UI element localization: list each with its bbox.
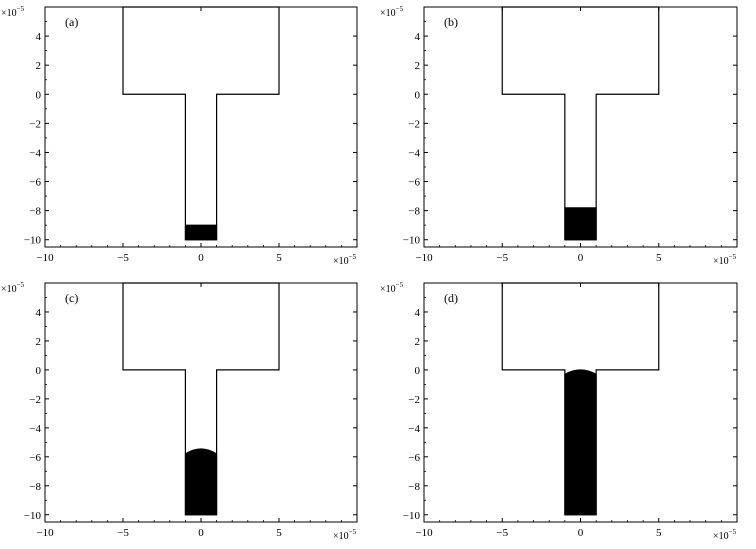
y-exponent-label: ×10−5 (380, 5, 404, 19)
x-tick-label: 5 (276, 252, 282, 264)
y-tick-label: −2 (29, 394, 41, 406)
y-tick-label: 4 (36, 307, 42, 319)
y-exponent-label: ×10−5 (1, 281, 25, 295)
y-tick-label: −8 (408, 481, 420, 493)
y-tick-label: −8 (29, 481, 41, 493)
x-tick-label: 0 (198, 252, 204, 264)
channel-outline (501, 6, 660, 241)
y-exponent-label: ×10−5 (1, 5, 25, 19)
fluid-fill (184, 224, 218, 241)
y-tick-label: −4 (408, 147, 420, 159)
y-tick-label: 0 (415, 89, 421, 101)
channel-outline (122, 6, 280, 241)
fluid-fill (564, 369, 597, 516)
x-tick-label: 5 (276, 527, 282, 539)
y-tick-label: 4 (36, 31, 42, 43)
y-tick-label: 2 (36, 60, 42, 72)
x-tick-label: 0 (578, 527, 584, 539)
y-tick-label: −10 (403, 235, 421, 247)
y-tick-label: −6 (29, 177, 41, 189)
y-tick-label: 0 (415, 365, 421, 377)
x-exponent-label: ×10−5 (713, 253, 737, 267)
fluid-fill (564, 207, 597, 241)
y-tick-label: 2 (415, 336, 421, 348)
y-tick-label: −4 (29, 147, 41, 159)
x-tick-label: 5 (656, 252, 662, 264)
y-tick-label: 2 (415, 60, 421, 72)
x-tick-label: −10 (36, 527, 54, 539)
y-tick-label: −6 (29, 452, 41, 464)
y-tick-label: 2 (36, 336, 42, 348)
y-tick-label: 4 (415, 31, 421, 43)
x-tick-label: −5 (496, 252, 508, 264)
y-tick-label: 4 (415, 307, 421, 319)
y-tick-label: −8 (408, 206, 420, 218)
x-tick-label: −10 (415, 252, 433, 264)
y-tick-label: −6 (408, 177, 420, 189)
y-tick-label: 0 (36, 89, 42, 101)
x-tick-label: −5 (496, 527, 508, 539)
panel-label: (b) (444, 15, 458, 29)
x-tick-label: −10 (415, 527, 433, 539)
x-tick-label: 5 (656, 527, 662, 539)
x-tick-label: −5 (117, 252, 129, 264)
panel-label: (d) (444, 291, 458, 305)
y-tick-label: −2 (408, 118, 420, 130)
panel-c: −10 −5 0 5 4 2 0 −2 −4 −6 −8 −10 (c) ×10−5 ×10−5 (1, 281, 358, 542)
fluid-fill (184, 448, 218, 516)
panel-label: (a) (65, 15, 78, 29)
y-tick-label: −2 (408, 394, 420, 406)
y-tick-label: −2 (29, 118, 41, 130)
panel-a: −10 −5 0 5 4 2 0 −2 −4 −6 −8 −10 (a) ×10−5 ×10−5 (1, 5, 358, 267)
x-tick-label: 0 (578, 252, 584, 264)
x-exponent-label: ×10−5 (333, 528, 357, 542)
y-tick-label: −4 (408, 423, 420, 435)
y-tick-label: −6 (408, 452, 420, 464)
x-tick-label: 0 (198, 527, 204, 539)
channel-outline (501, 282, 660, 516)
y-tick-label: −10 (403, 510, 421, 522)
y-tick-label: −8 (29, 206, 41, 218)
panel-b: −10 −5 0 5 4 2 0 −2 −4 −6 −8 −10 (b) ×10−5 ×10−5 (380, 5, 738, 267)
panel-d: −10 −5 0 5 4 2 0 −2 −4 −6 −8 −10 (d) ×10−5 ×10−5 (380, 281, 738, 542)
y-exponent-label: ×10−5 (380, 281, 404, 295)
axes-frame (44, 6, 358, 248)
x-exponent-label: ×10−5 (713, 528, 737, 542)
x-tick-label: −5 (117, 527, 129, 539)
channel-outline (122, 282, 280, 516)
panel-label: (c) (65, 291, 78, 305)
y-tick-label: −10 (24, 510, 42, 522)
y-tick-label: −4 (29, 423, 41, 435)
x-tick-label: −10 (36, 252, 54, 264)
y-tick-label: −10 (24, 235, 42, 247)
y-tick-label: 0 (36, 365, 42, 377)
x-exponent-label: ×10−5 (333, 253, 357, 267)
